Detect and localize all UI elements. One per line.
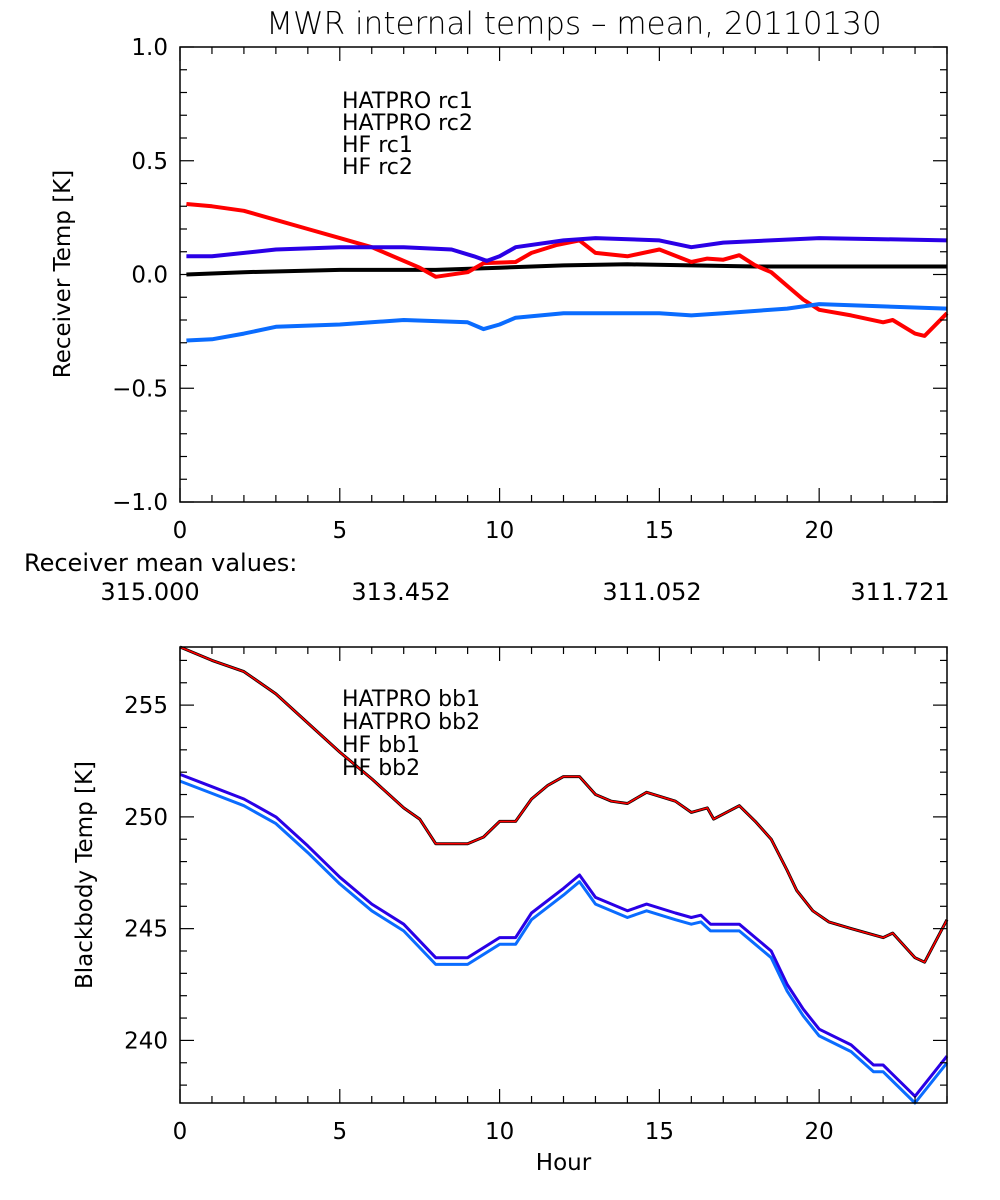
series-line-hatpro-rc2 — [186, 202, 949, 338]
mean-value-hf-rc2: 311.721 — [850, 578, 949, 606]
legend-entry: HATPRO rc1 — [342, 89, 473, 114]
series-line-hf-rc2 — [186, 302, 948, 343]
y-tick-label: 240 — [124, 1028, 168, 1054]
y-tick-label: 250 — [124, 805, 168, 831]
y-tick-label: 255 — [124, 693, 168, 719]
y-tick-label: 0.5 — [131, 149, 168, 175]
y-tick-label: 1.0 — [131, 35, 168, 61]
mean-value-hf-rc1: 311.052 — [602, 578, 701, 606]
legend-entry: HF rc2 — [342, 155, 413, 180]
x-tick-label: 10 — [485, 518, 514, 544]
series-line-hf-rc1 — [186, 236, 948, 263]
series-line-hf-bb1 — [179, 772, 949, 1098]
plot-frame — [179, 46, 948, 503]
legend-entry: HATPRO bb2 — [342, 710, 480, 735]
series-line-hatpro-bb2 — [179, 646, 948, 964]
mean-value-hatpro-rc1: 315.000 — [100, 578, 199, 606]
series-line-hatpro-bb1 — [179, 645, 949, 964]
x-tick-label: 15 — [645, 518, 674, 544]
x-tick-label: 20 — [805, 518, 834, 544]
mean-values-label: Receiver mean values: — [24, 549, 297, 577]
legend-entry: HF rc1 — [342, 133, 413, 158]
legend-entry: HATPRO bb1 — [342, 687, 480, 712]
series-line-hf-bb2 — [179, 779, 949, 1105]
legend-entry: HF bb2 — [342, 756, 420, 781]
x-tick-label: 10 — [485, 1119, 514, 1145]
x-tick-label: 5 — [332, 518, 347, 544]
receiver-temp-panel: 0 5 10 15 20 −1.0 −0.5 0.0 0.5 1.0 Receiver Temp [… — [50, 35, 949, 544]
x-tick-label: 5 — [332, 1119, 347, 1145]
y-tick-label: −1.0 — [112, 490, 168, 516]
y-axis-label: Blackbody Temp [K] — [72, 761, 98, 989]
y-axis-label: Receiver Temp [K] — [50, 170, 76, 378]
series-line-hatpro-rc1 — [186, 262, 947, 277]
x-tick-label: 0 — [173, 518, 188, 544]
legend-entry: HATPRO rc2 — [342, 111, 473, 136]
legend-entry: HF bb1 — [342, 733, 420, 758]
x-tick-label: 20 — [805, 1119, 834, 1145]
y-tick-label: 245 — [124, 917, 168, 943]
x-tick-label: 0 — [173, 1119, 188, 1145]
x-tick-label: 15 — [645, 1119, 674, 1145]
y-tick-label: 0.0 — [131, 263, 168, 289]
x-axis-label: Hour — [536, 1150, 592, 1176]
mean-value-hatpro-rc2: 313.452 — [351, 578, 450, 606]
blackbody-temp-panel: 0 5 10 15 20 240 245 250 255 Blackbody Temp [K] Ho… — [72, 645, 949, 1176]
chart-title: MWR internal temps – mean, 20110130 — [266, 6, 881, 42]
y-tick-label: −0.5 — [112, 376, 168, 402]
